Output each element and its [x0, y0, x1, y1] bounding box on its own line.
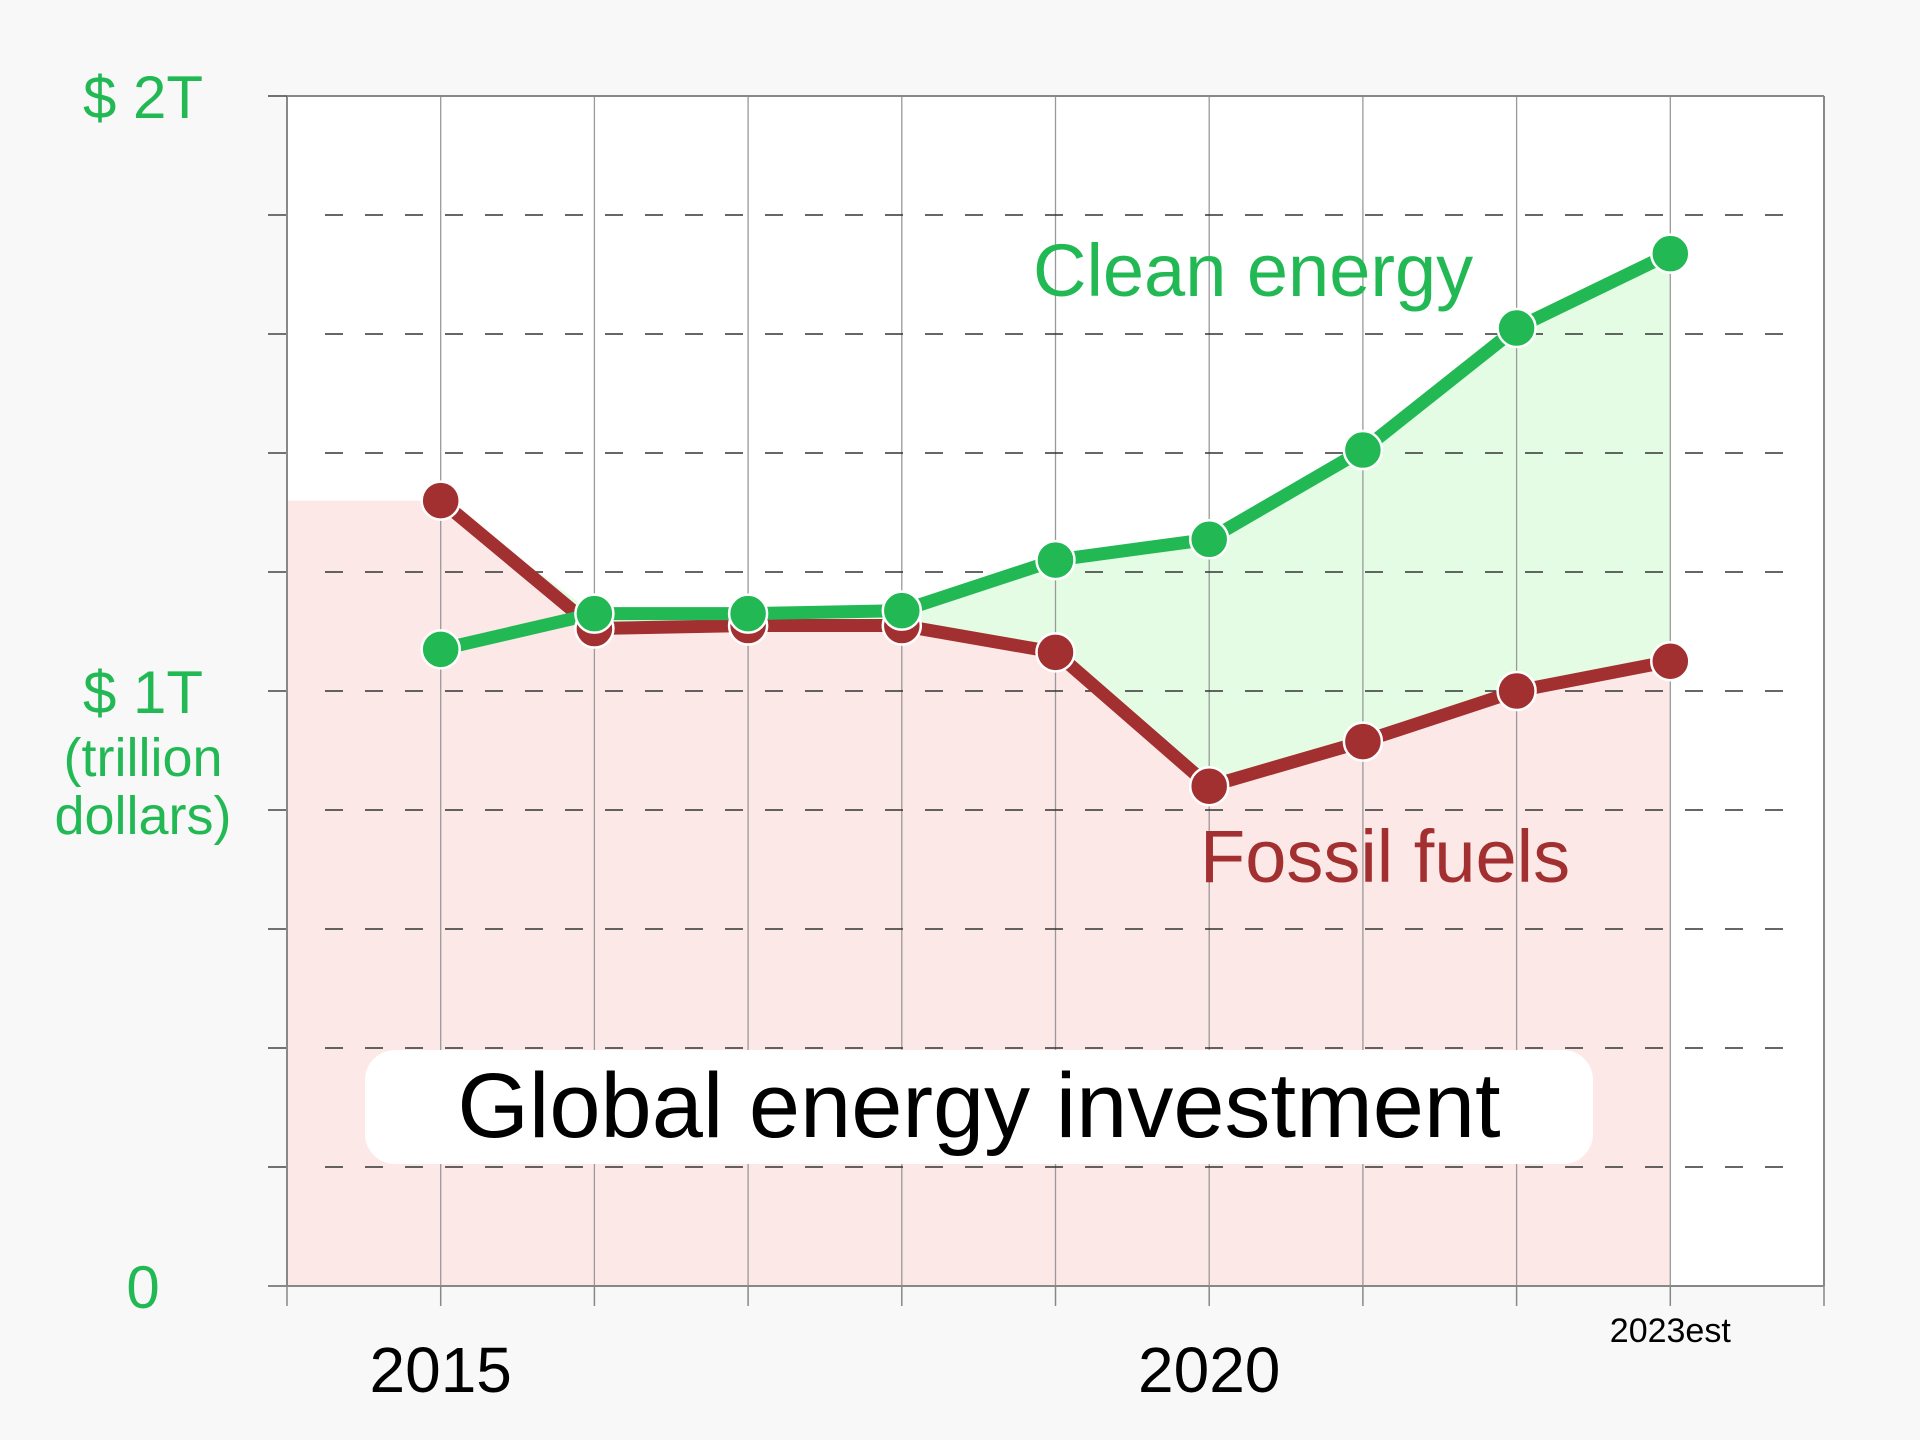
x-tick-label: 2020: [1138, 1334, 1280, 1406]
clean-energy-point: [1035, 539, 1076, 581]
x-tick-label: 2023est: [1610, 1312, 1732, 1350]
fossil-fuels-point: [1650, 641, 1691, 682]
y-tick-label: $ 2T: [83, 64, 203, 131]
y-tick-label: 0: [126, 1254, 159, 1321]
clean-energy-point: [574, 593, 615, 634]
y-unit-label: dollars): [54, 786, 231, 846]
clean-energy-point: [1496, 307, 1537, 349]
fossil-fuels-point: [1342, 721, 1384, 762]
title-box: [365, 1050, 1593, 1164]
clean-energy-point: [881, 590, 923, 631]
y-tick-label: $ 1T: [83, 659, 203, 726]
clean-energy-point: [1188, 519, 1230, 560]
clean-energy-point: [420, 629, 461, 670]
axes: [268, 95, 1825, 1306]
fossil-fuels-point: [1035, 632, 1076, 673]
fossil-fuels-point: [1496, 670, 1537, 712]
y-unit-label: (trillion: [63, 728, 222, 788]
title-group: Global energy investment: [365, 1050, 1593, 1164]
clean-energy-point: [1650, 233, 1691, 274]
clean-energy-point: [1342, 429, 1384, 471]
x-tick-label: 2015: [370, 1334, 512, 1406]
fossil-fuels-label: Fossil fuels: [1200, 815, 1570, 898]
chart-title: Global energy investment: [457, 1055, 1500, 1157]
clean-energy-label: Clean energy: [1033, 229, 1473, 312]
clean-energy-point: [727, 593, 769, 634]
fossil-fuels-point: [1188, 765, 1230, 807]
series-labels: Clean energy Fossil fuels: [1033, 229, 1570, 898]
data-points: [420, 233, 1691, 807]
fossil-fuels-point: [420, 480, 461, 521]
